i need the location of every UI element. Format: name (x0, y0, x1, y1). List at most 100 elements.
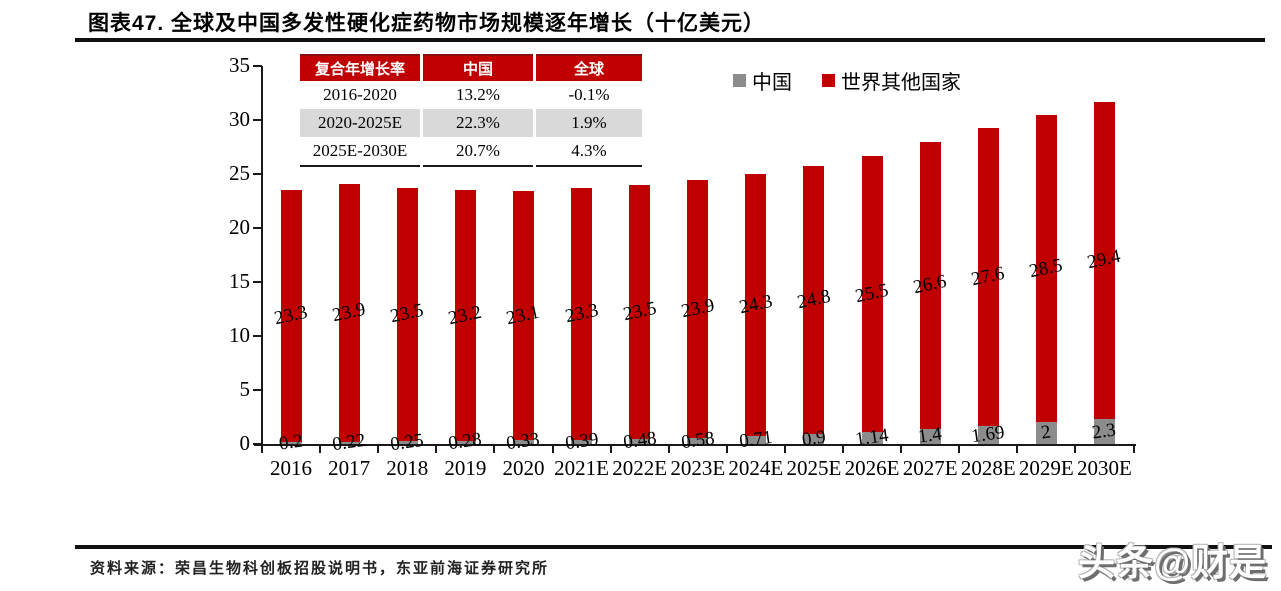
x-axis-label: 2021E (554, 456, 609, 480)
cagr-table-row: 2020-2025E 22.3% 1.9% (300, 109, 642, 137)
x-axis-tick (609, 446, 612, 453)
data-label-china: 1.14 (854, 424, 890, 451)
data-label-china: 2.3 (1091, 419, 1118, 444)
data-label-rest-of-world: 23.9 (679, 294, 717, 322)
bar-segment-rest-of-world (861, 156, 883, 432)
data-label-china: 0.58 (679, 427, 716, 454)
data-label-rest-of-world: 23.2 (446, 301, 484, 329)
y-axis-label: 20 (229, 215, 250, 239)
data-label-rest-of-world: 26.6 (911, 271, 949, 299)
bar-segment-rest-of-world (1093, 101, 1115, 420)
rest-of-world-swatch-icon (822, 74, 835, 87)
x-axis-label: 2022E (612, 456, 668, 480)
bar-segment-china (1035, 422, 1057, 444)
cagr-table-row: 2016-2020 13.2% -0.1% (300, 81, 642, 109)
x-axis-tick (261, 446, 263, 453)
bar-segment-china (512, 440, 534, 444)
data-label-rest-of-world: 25.5 (853, 279, 891, 308)
data-label-china: 0.33 (505, 428, 542, 455)
x-axis-tick (667, 446, 670, 453)
x-axis-tick (725, 446, 728, 453)
data-label-rest-of-world: 28.5 (1027, 254, 1065, 282)
data-label-rest-of-world: 29.4 (1085, 246, 1123, 274)
source-note: 资料来源：荣昌生物科创板招股说明书，东亚前海证券研究所 (90, 560, 550, 577)
cagr-cell: 22.3% (420, 109, 535, 137)
legend-label: 中国 (752, 72, 792, 94)
bar-segment-china (280, 441, 302, 444)
data-label-china: 0.2 (277, 430, 305, 455)
cagr-cell: -0.1% (533, 81, 642, 109)
cagr-cell: 13.2% (420, 81, 535, 109)
x-axis-line (254, 444, 1136, 446)
y-axis-tick (253, 119, 262, 121)
data-label-rest-of-world: 23.9 (330, 298, 368, 326)
y-axis-tick (253, 65, 262, 67)
data-label-china: 0.48 (621, 428, 658, 454)
watermark: 头条@财是 (1078, 542, 1268, 583)
bar-segment-rest-of-world (338, 183, 360, 442)
x-axis-tick (435, 446, 438, 453)
cagr-cell: 20.7% (420, 137, 535, 166)
bar-segment-rest-of-world (803, 166, 825, 435)
x-axis-tick (842, 446, 844, 453)
x-axis-label: 2027E (902, 456, 958, 480)
bar-segment-rest-of-world (745, 173, 767, 437)
bar-segment-rest-of-world (454, 190, 476, 441)
x-axis-tick (551, 446, 554, 453)
data-label-china: 0.71 (737, 426, 774, 453)
x-axis-tick (1016, 446, 1019, 453)
bar-segment-china (629, 438, 651, 444)
china-swatch-icon (733, 74, 746, 87)
data-label-rest-of-world: 24.3 (737, 290, 775, 319)
data-label-rest-of-world: 23.1 (504, 301, 542, 329)
cagr-table: 复合年增长率 中国 全球 2016-2020 13.2% -0.1% 2020-2025E… (300, 54, 642, 167)
x-axis-tick (377, 446, 380, 453)
x-axis-label: 2023E (670, 456, 726, 480)
x-axis-label: 2029E (1018, 456, 1074, 480)
data-label-rest-of-world: 27.6 (969, 262, 1007, 290)
data-label-rest-of-world: 23.5 (621, 297, 658, 326)
cagr-cell: 2025E-2030E (312, 141, 408, 160)
data-label-china: 0.25 (389, 429, 426, 455)
bar-segment-china (919, 428, 941, 444)
legend-label: 世界其他国家 (841, 72, 961, 94)
cagr-header-cell: 复合年增长率 (300, 54, 422, 81)
y-axis-label: 30 (229, 107, 250, 131)
data-label-rest-of-world: 23.3 (562, 299, 600, 328)
x-axis-tick (319, 446, 322, 453)
y-axis-label: 35 (229, 53, 250, 77)
y-axis-tick (253, 281, 262, 283)
legend-item-rest-of-world: 世界其他国家 (822, 66, 961, 95)
x-axis-tick (958, 446, 961, 453)
y-axis-label: 0 (239, 431, 251, 455)
bar-segment-rest-of-world (1035, 114, 1057, 423)
x-axis-label: 2018 (386, 456, 429, 480)
figure-title: 图表47. 全球及中国多发性硬化症药物市场规模逐年增长（十亿美元） (88, 12, 766, 35)
x-axis-label: 2025E (786, 456, 842, 480)
data-label-china: 1.69 (970, 421, 1007, 448)
y-axis-tick (253, 389, 262, 391)
y-axis-label: 15 (229, 269, 250, 293)
x-axis-tick (1074, 446, 1077, 453)
bar-segment-rest-of-world (512, 190, 534, 441)
data-label-china: 1.4 (916, 423, 944, 448)
bar-segment-china (745, 436, 767, 444)
bar-segment-rest-of-world (919, 141, 941, 429)
legend-item-china: 中国 (733, 66, 792, 95)
cagr-header-cell: 中国 (420, 54, 535, 81)
bar-segment-rest-of-world (977, 127, 999, 426)
x-axis-label: 2020 (502, 456, 545, 480)
bar-segment-china (687, 437, 709, 444)
bar-segment-rest-of-world (687, 179, 709, 438)
y-axis-tick (253, 173, 262, 175)
x-axis-label: 2024E (728, 456, 784, 480)
data-label-china: 0.28 (447, 429, 484, 455)
footer-divider-rule (75, 545, 1272, 549)
data-label-rest-of-world: 24.8 (795, 286, 833, 314)
x-axis-label: 2016 (270, 456, 313, 480)
bar-segment-rest-of-world (396, 187, 418, 442)
bar-segment-china (803, 434, 825, 444)
y-axis-line (261, 66, 263, 446)
cagr-header-cell: 全球 (533, 54, 642, 81)
